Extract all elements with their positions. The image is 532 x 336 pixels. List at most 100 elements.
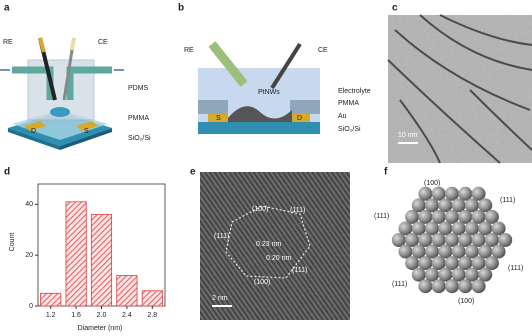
atom	[411, 221, 426, 236]
atom	[484, 209, 499, 224]
atom	[425, 198, 440, 213]
panel-label: e	[190, 167, 196, 178]
panel-label: f	[384, 167, 388, 178]
atom	[398, 221, 413, 236]
au	[290, 114, 310, 122]
label: Au	[338, 113, 347, 120]
atom	[484, 233, 499, 247]
label: (100)	[252, 206, 268, 213]
atom	[464, 221, 479, 236]
label: D	[31, 128, 36, 135]
atom	[405, 256, 420, 271]
ptnws	[228, 106, 292, 122]
label: (111)	[392, 281, 407, 288]
atom	[438, 198, 453, 213]
atom	[484, 256, 499, 271]
label: (111)	[374, 213, 389, 220]
panel-f: f (100) (111) (111) (111) (111) (100)	[374, 167, 523, 305]
label: (100)	[424, 180, 440, 187]
panel-e: e (100) (111) (111) 0.23 nm 0.20 nm (100…	[190, 167, 350, 320]
atom	[445, 279, 459, 294]
label: (100)	[458, 298, 474, 305]
label: (111)	[292, 267, 307, 274]
atom	[411, 267, 426, 282]
label: PMMA	[128, 115, 149, 122]
atom	[431, 186, 446, 201]
panel-c: c 10 nm	[387, 3, 532, 164]
hrtem-noise	[200, 172, 350, 320]
x-axis-label: Diameter (nm)	[78, 325, 123, 332]
outline	[225, 205, 311, 279]
x-tick-label: 2.4	[122, 312, 132, 319]
atom	[445, 186, 459, 201]
substrate	[198, 122, 320, 134]
ce-electrode	[270, 42, 302, 90]
x-tick-label: 2.8	[147, 312, 157, 319]
atom	[438, 244, 453, 259]
label: (111)	[500, 197, 515, 204]
atom	[438, 221, 453, 236]
nanowires	[387, 14, 532, 164]
panel-b: b RE CE PtNWs Electrolyte PMMA Au S D Si…	[178, 3, 371, 134]
atom	[405, 233, 420, 247]
atom	[478, 267, 493, 282]
atom	[471, 279, 486, 294]
y-axis-label: Count	[9, 233, 16, 252]
label: S	[216, 115, 221, 122]
y-tick-label: 40	[25, 201, 33, 208]
y-tick-label: 0	[29, 303, 33, 310]
atom	[458, 186, 473, 201]
label: RE	[3, 39, 13, 46]
channel	[50, 107, 70, 117]
atom	[398, 244, 413, 259]
atom	[458, 209, 473, 224]
label: 0.20 nm	[266, 255, 291, 262]
atom	[498, 233, 513, 247]
atom	[491, 244, 506, 259]
atom	[478, 244, 493, 259]
label: Electrolyte	[338, 88, 371, 95]
label: PtNWs	[258, 89, 280, 96]
atom	[458, 233, 473, 247]
atom	[491, 221, 506, 236]
re-electrode	[38, 37, 46, 53]
bar	[90, 214, 113, 307]
atom	[425, 267, 440, 282]
atom	[405, 209, 420, 224]
bar	[65, 201, 87, 307]
label: S	[84, 128, 89, 135]
scale-bar-label: 10 nm	[398, 132, 418, 139]
label: (100)	[254, 279, 270, 286]
atom	[391, 233, 406, 247]
label: D	[297, 115, 302, 122]
atom	[464, 267, 479, 282]
atom	[451, 198, 466, 213]
atom	[451, 244, 466, 259]
atom	[478, 221, 493, 236]
panel-label: c	[392, 3, 398, 14]
atom	[418, 256, 433, 271]
atom	[431, 209, 446, 224]
pad-d	[24, 121, 46, 131]
atom	[418, 279, 433, 294]
pmma	[198, 100, 228, 114]
panel-label: b	[178, 3, 184, 14]
atom	[445, 209, 459, 224]
x-tick-label: 2.0	[97, 312, 107, 319]
atom	[418, 209, 433, 224]
panel-a: a RE CE PDMS PMMA D S SiO₂/Si	[0, 3, 151, 150]
atom	[445, 256, 459, 271]
pmma	[290, 100, 320, 114]
atom	[431, 279, 446, 294]
label: CE	[98, 39, 108, 46]
panel-label: a	[4, 3, 10, 14]
pad-s	[76, 121, 98, 131]
substrate	[8, 128, 60, 150]
x-tick-label: 1.2	[46, 312, 56, 319]
au	[208, 114, 228, 122]
atom	[431, 256, 446, 271]
atom	[451, 267, 466, 282]
panel-d: d Diameter (nm) Count 0 20 40 1.2 1.6 2.0 2.4 2…	[4, 167, 166, 332]
atom	[478, 198, 493, 213]
